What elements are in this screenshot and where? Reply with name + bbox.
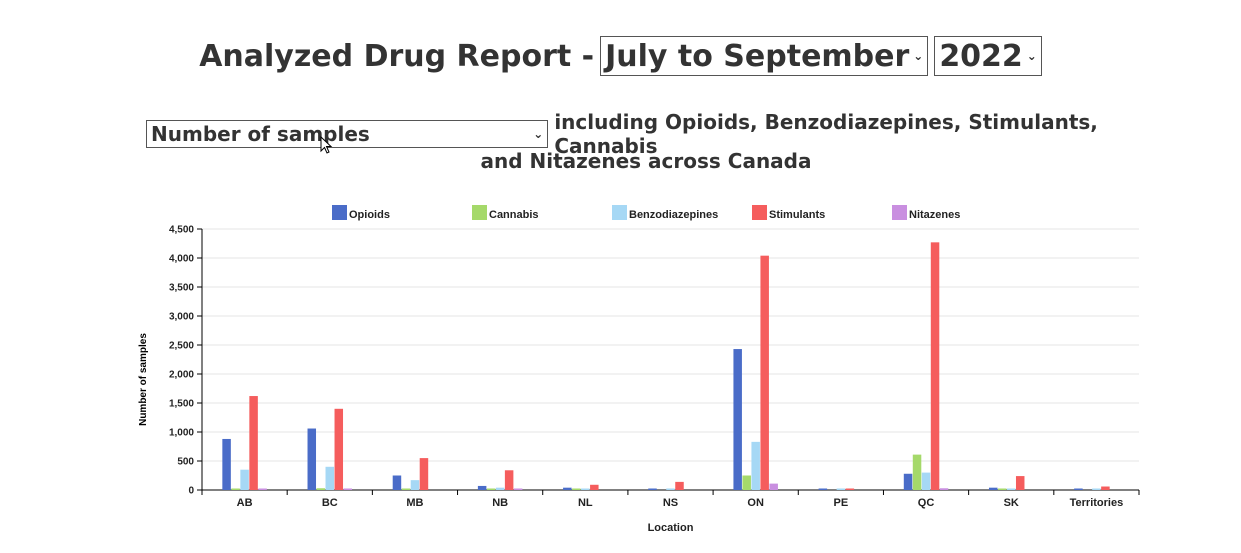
y-axis-title: Number of samples (138, 333, 149, 426)
bar-stimulants-nb[interactable] (504, 470, 514, 490)
x-tick-label: NB (492, 497, 508, 509)
bar-stimulants-sk[interactable] (1015, 476, 1025, 490)
x-tick-label: BC (322, 497, 338, 509)
bar-benzodiazepines-on[interactable] (751, 441, 760, 490)
bar-stimulants-ns[interactable] (675, 481, 684, 490)
bar-stimulants-bc[interactable] (334, 408, 344, 490)
bar-chart: 0 500 1,000 1,500 2,000 2,500 3,000 3,500 4,000 4… (138, 205, 1140, 534)
bar-opioids-nl[interactable] (563, 487, 572, 490)
bar-benzodiazepines-pe[interactable] (836, 488, 846, 491)
mouse-cursor-icon (320, 136, 333, 154)
chevron-down-icon: ⌄ (1026, 49, 1037, 63)
x-tick-label: AB (237, 497, 253, 509)
bar-cannabis-sk[interactable] (997, 488, 1007, 491)
period-select[interactable]: July to September ⌄ (600, 36, 929, 76)
bar-benzodiazepines-bc[interactable] (325, 466, 335, 490)
metric-description: Number of samples ⌄ including Opioids, B… (146, 110, 1146, 174)
x-tick-label: ON (747, 497, 764, 509)
legend-label-cannabis[interactable]: Cannabis (489, 209, 539, 221)
description-line-1: including Opioids, Benzodiazepines, Stim… (554, 110, 1098, 158)
legend-swatch-benzodiazepines[interactable] (612, 205, 627, 220)
bar-stimulants-on[interactable] (760, 255, 769, 490)
bar-opioids-on[interactable] (733, 349, 742, 490)
bar-stimulants-mb[interactable] (419, 458, 429, 490)
bar-cannabis-qc[interactable] (912, 454, 922, 490)
bar-opioids-ns[interactable] (648, 488, 657, 491)
chart-container: 0 500 1,000 1,500 2,000 2,500 3,000 3,500 4,000 4… (0, 195, 1241, 553)
bar-opioids-pe[interactable] (818, 488, 828, 491)
bar-stimulants-nl[interactable] (590, 484, 599, 490)
bar-benzodiazepines-nl[interactable] (581, 488, 590, 491)
bar-opioids-nb[interactable] (477, 485, 487, 490)
bar-benzodiazepines-sk[interactable] (1006, 488, 1016, 491)
bar-nitazenes-on[interactable] (769, 483, 778, 490)
bar-opioids-bc[interactable] (307, 428, 317, 490)
legend-label-opioids[interactable]: Opioids (349, 209, 390, 221)
bar-opioids-mb[interactable] (392, 475, 402, 491)
y-tick-label: 1,000 (169, 428, 194, 439)
bar-nitazenes-nb[interactable] (513, 488, 523, 491)
metric-select-value: Number of samples (151, 122, 370, 146)
legend-label-stimulants[interactable]: Stimulants (769, 209, 825, 221)
legend-swatch-stimulants[interactable] (752, 205, 767, 220)
bar-cannabis-ab[interactable] (231, 488, 240, 491)
bar-benzodiazepines-nb[interactable] (495, 487, 505, 490)
x-tick-label: NS (663, 497, 678, 509)
metric-select[interactable]: Number of samples ⌄ (146, 120, 549, 148)
legend-swatch-cannabis[interactable] (472, 205, 487, 220)
y-tick-label: 4,000 (169, 254, 194, 265)
period-select-value: July to September (605, 38, 910, 74)
bar-benzodiazepines-ab[interactable] (240, 469, 249, 490)
bar-cannabis-mb[interactable] (401, 488, 411, 491)
chevron-down-icon: ⌄ (533, 127, 544, 141)
bar-cannabis-nl[interactable] (572, 488, 581, 491)
y-tick-label: 500 (177, 457, 194, 468)
bar-cannabis-nb[interactable] (486, 488, 496, 491)
bar-opioids-territories[interactable] (1074, 488, 1083, 491)
x-tick-label: PE (834, 497, 849, 509)
bar-opioids-ab[interactable] (222, 438, 231, 490)
y-tick-label: 4,500 (169, 225, 194, 236)
x-tick-label: SK (1004, 497, 1019, 509)
year-select-value: 2022 (939, 38, 1023, 74)
bar-stimulants-territories[interactable] (1101, 486, 1110, 490)
bar-cannabis-bc[interactable] (316, 488, 326, 490)
bar-benzodiazepines-ns[interactable] (666, 488, 675, 491)
x-tick-label: QC (918, 497, 935, 509)
bar-cannabis-on[interactable] (742, 475, 751, 491)
x-axis-title: Location (648, 522, 694, 534)
description-line-2: and Nitazenes across Canada (480, 149, 812, 173)
bar-nitazenes-qc[interactable] (939, 488, 949, 490)
bar-opioids-qc[interactable] (903, 473, 913, 490)
bar-nitazenes-bc[interactable] (343, 488, 353, 491)
report-title: Analyzed Drug Report - (199, 38, 595, 74)
y-tick-label: 3,500 (169, 283, 194, 294)
bar-benzodiazepines-qc[interactable] (921, 472, 931, 490)
bar-benzodiazepines-territories[interactable] (1092, 488, 1101, 491)
x-tick-label: Territories (1070, 497, 1124, 509)
bar-stimulants-qc[interactable] (930, 242, 940, 490)
legend-swatch-opioids[interactable] (332, 205, 347, 220)
year-select[interactable]: 2022 ⌄ (934, 36, 1042, 76)
chevron-down-icon: ⌄ (913, 49, 924, 63)
bar-opioids-sk[interactable] (988, 487, 998, 490)
y-tick-label: 2,000 (169, 370, 194, 381)
legend-label-nitazenes[interactable]: Nitazenes (909, 209, 960, 221)
x-tick-label: NL (578, 497, 593, 509)
y-tick-label: 1,500 (169, 399, 194, 410)
bar-nitazenes-ab[interactable] (258, 488, 267, 491)
bar-stimulants-ab[interactable] (249, 396, 258, 490)
y-tick-label: 2,500 (169, 341, 194, 352)
report-title-row: Analyzed Drug Report - July to September… (0, 36, 1241, 76)
bar-benzodiazepines-mb[interactable] (410, 480, 420, 490)
y-tick-label: 0 (188, 486, 194, 497)
x-tick-label: MB (406, 497, 423, 509)
legend-label-benzodiazepines[interactable]: Benzodiazepines (629, 209, 718, 221)
y-tick-label: 3,000 (169, 312, 194, 323)
legend-swatch-nitazenes[interactable] (892, 205, 907, 220)
bar-stimulants-pe[interactable] (845, 488, 855, 491)
